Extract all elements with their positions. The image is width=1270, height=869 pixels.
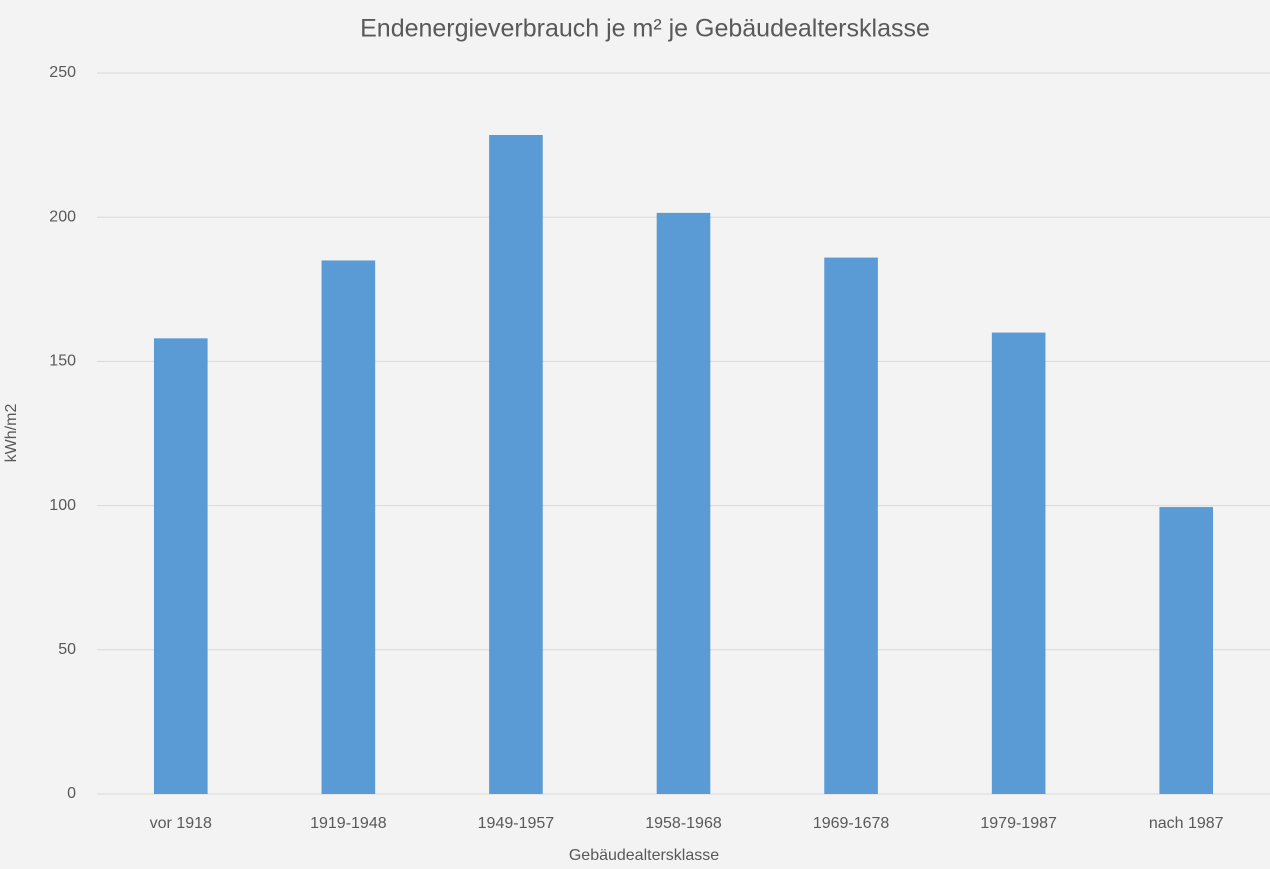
bar <box>1159 507 1214 794</box>
bar <box>489 135 543 795</box>
chart-title: Endenergieverbrauch je m² je Gebäudealte… <box>360 15 930 43</box>
y-tick-label: 250 <box>49 64 76 81</box>
y-tick-label: 200 <box>49 208 76 225</box>
bar <box>321 260 376 795</box>
x-tick-label: 1958-1968 <box>645 815 722 832</box>
x-axis-label: Gebäudealtersklasse <box>569 847 719 864</box>
bar <box>824 257 878 794</box>
y-axis-label: kWh/m2 <box>3 404 20 463</box>
x-tick-label: vor 1918 <box>150 815 212 832</box>
y-tick-label: 0 <box>67 785 76 802</box>
x-tick-label: nach 1987 <box>1149 815 1224 832</box>
y-tick-label: 100 <box>49 497 76 514</box>
x-tick-label: 1979-1987 <box>980 815 1057 832</box>
bar <box>656 212 711 794</box>
bar <box>153 338 208 794</box>
x-tick-label: 1949-1957 <box>478 815 555 832</box>
bar <box>991 332 1046 794</box>
y-tick-label: 150 <box>49 353 76 370</box>
y-tick-label: 50 <box>58 641 76 658</box>
x-tick-label: 1969-1678 <box>813 815 890 832</box>
x-tick-label: 1919-1948 <box>310 815 387 832</box>
